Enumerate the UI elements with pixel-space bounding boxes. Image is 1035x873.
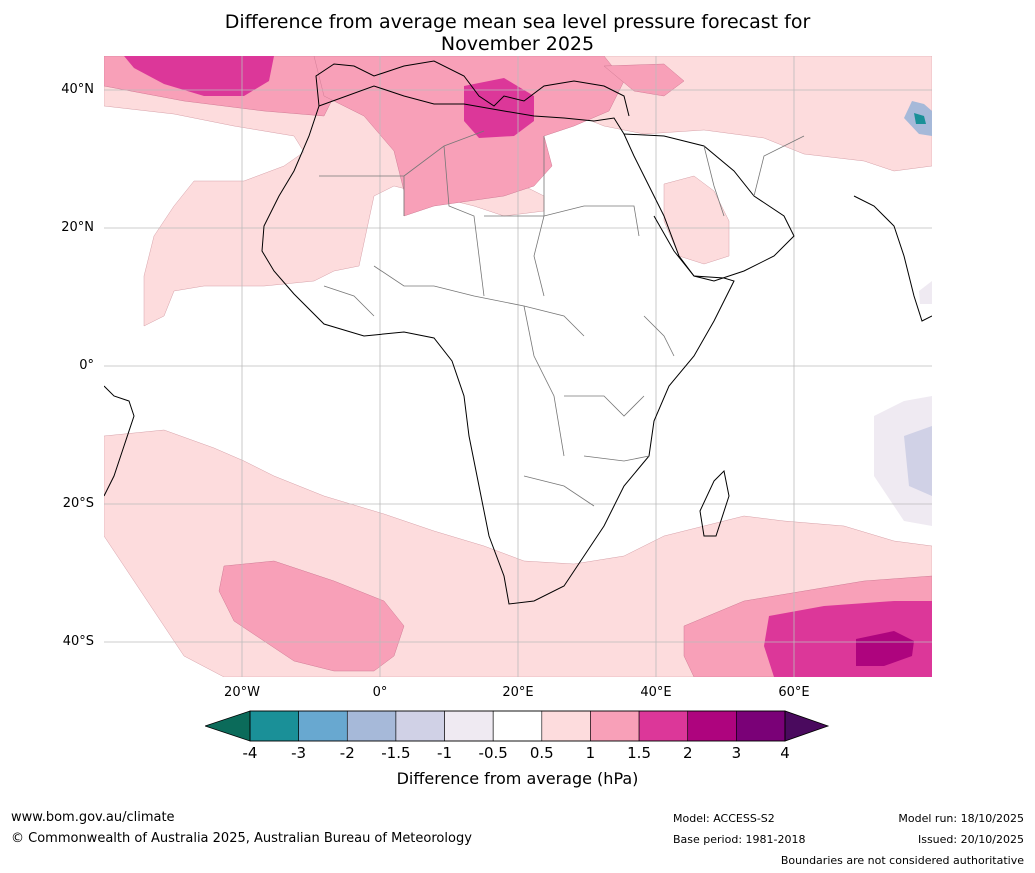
footer-issued: Issued: 20/10/2025 [917,833,1024,846]
colorbar-tick-label: 1.5 [627,744,651,762]
colorbar-tick-label: 3 [731,744,742,762]
colorbar-tick-label: -3 [291,744,307,762]
colorbar [205,710,830,742]
colorbar-bin [590,710,640,742]
lon-label-0: 0° [372,685,388,700]
colorbar-bin [492,710,543,742]
colorbar-bin [346,710,397,742]
lon-label-20w: 20°W [224,685,260,700]
footer-model: Model: ACCESS-S2 [673,812,775,825]
colorbar-label: Difference from average (hPa) [396,769,639,788]
lat-label-0: 0° [79,358,94,373]
lat-label-40n: 40°N [61,82,94,97]
colorbar-under-arrow [205,710,251,742]
lat-label-40s: 40°S [62,634,94,649]
colorbar-bin [298,710,348,742]
lon-label-40e: 40°E [640,685,672,700]
colorbar-bin [395,710,445,742]
colorbar-tick-label: -4 [242,744,258,762]
colorbar-bin [444,710,494,742]
colorbar-bin [687,710,737,742]
colorbar-tick-label: 2 [682,744,693,762]
colorbar-tick-label: -0.5 [478,744,508,762]
colorbar-tick-label: -1 [437,744,453,762]
colorbar-bin [541,710,591,742]
pressure-anomaly-map [104,56,932,677]
colorbar-bin [736,710,786,742]
map-title-line2: November 2025 [440,33,595,55]
colorbar-over-arrow [784,710,830,742]
anomaly-shading-pink [104,56,932,677]
lat-label-20s: 20°S [62,496,94,511]
colorbar-bin [249,710,299,742]
footer-base-period: Base period: 1981-2018 [673,833,806,846]
colorbar-bins [249,710,786,742]
footer-website: www.bom.gov.au/climate [11,810,175,825]
colorbar-bin [638,710,689,742]
anomaly-shading-dark-magenta [856,631,914,666]
map-title-line1: Difference from average mean sea level p… [224,11,811,33]
footer-model-run: Model run: 18/10/2025 [898,812,1024,825]
lat-label-20n: 20°N [61,220,94,235]
lon-label-20e: 20°E [502,685,534,700]
colorbar-tick-label: 0.5 [529,744,554,762]
colorbar-tick-label: -1.5 [381,744,411,762]
colorbar-frame [249,710,786,742]
anomaly-shading-negative [874,101,932,526]
map-gridlines [104,56,932,677]
map-canvas [104,56,932,677]
colorbar-tick-label: -2 [339,744,355,762]
footer-copyright: © Commonwealth of Australia 2025, Austra… [11,831,472,846]
lon-label-60e: 60°E [778,685,810,700]
footer-disclaimer: Boundaries are not considered authoritat… [780,854,1024,867]
colorbar-tick-label: 1 [585,744,596,762]
colorbar-tick-label: 4 [780,744,790,762]
country-borders [319,130,805,507]
